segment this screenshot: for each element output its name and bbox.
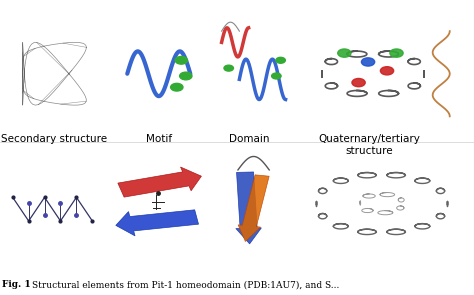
Circle shape — [171, 83, 183, 91]
Circle shape — [272, 73, 281, 79]
FancyArrow shape — [238, 175, 269, 242]
Circle shape — [361, 58, 374, 66]
Circle shape — [224, 65, 234, 71]
Circle shape — [180, 72, 192, 80]
FancyArrow shape — [118, 167, 201, 197]
Circle shape — [380, 67, 393, 75]
Circle shape — [337, 49, 351, 57]
Text: Domain: Domain — [228, 134, 269, 144]
Text: Secondary structure: Secondary structure — [1, 134, 108, 144]
Text: Structural elements from Pit-1 homeodomain (PDB:1AU7), and S...: Structural elements from Pit-1 homeodoma… — [32, 280, 339, 289]
Circle shape — [390, 49, 403, 57]
Circle shape — [175, 56, 188, 64]
FancyArrow shape — [236, 172, 261, 244]
Text: Quaternary/tertiary
structure: Quaternary/tertiary structure — [319, 134, 420, 156]
Text: Fig. 1: Fig. 1 — [2, 280, 31, 289]
Circle shape — [276, 57, 285, 63]
FancyArrow shape — [116, 210, 199, 236]
Circle shape — [352, 78, 365, 87]
Text: Motif: Motif — [146, 134, 172, 144]
